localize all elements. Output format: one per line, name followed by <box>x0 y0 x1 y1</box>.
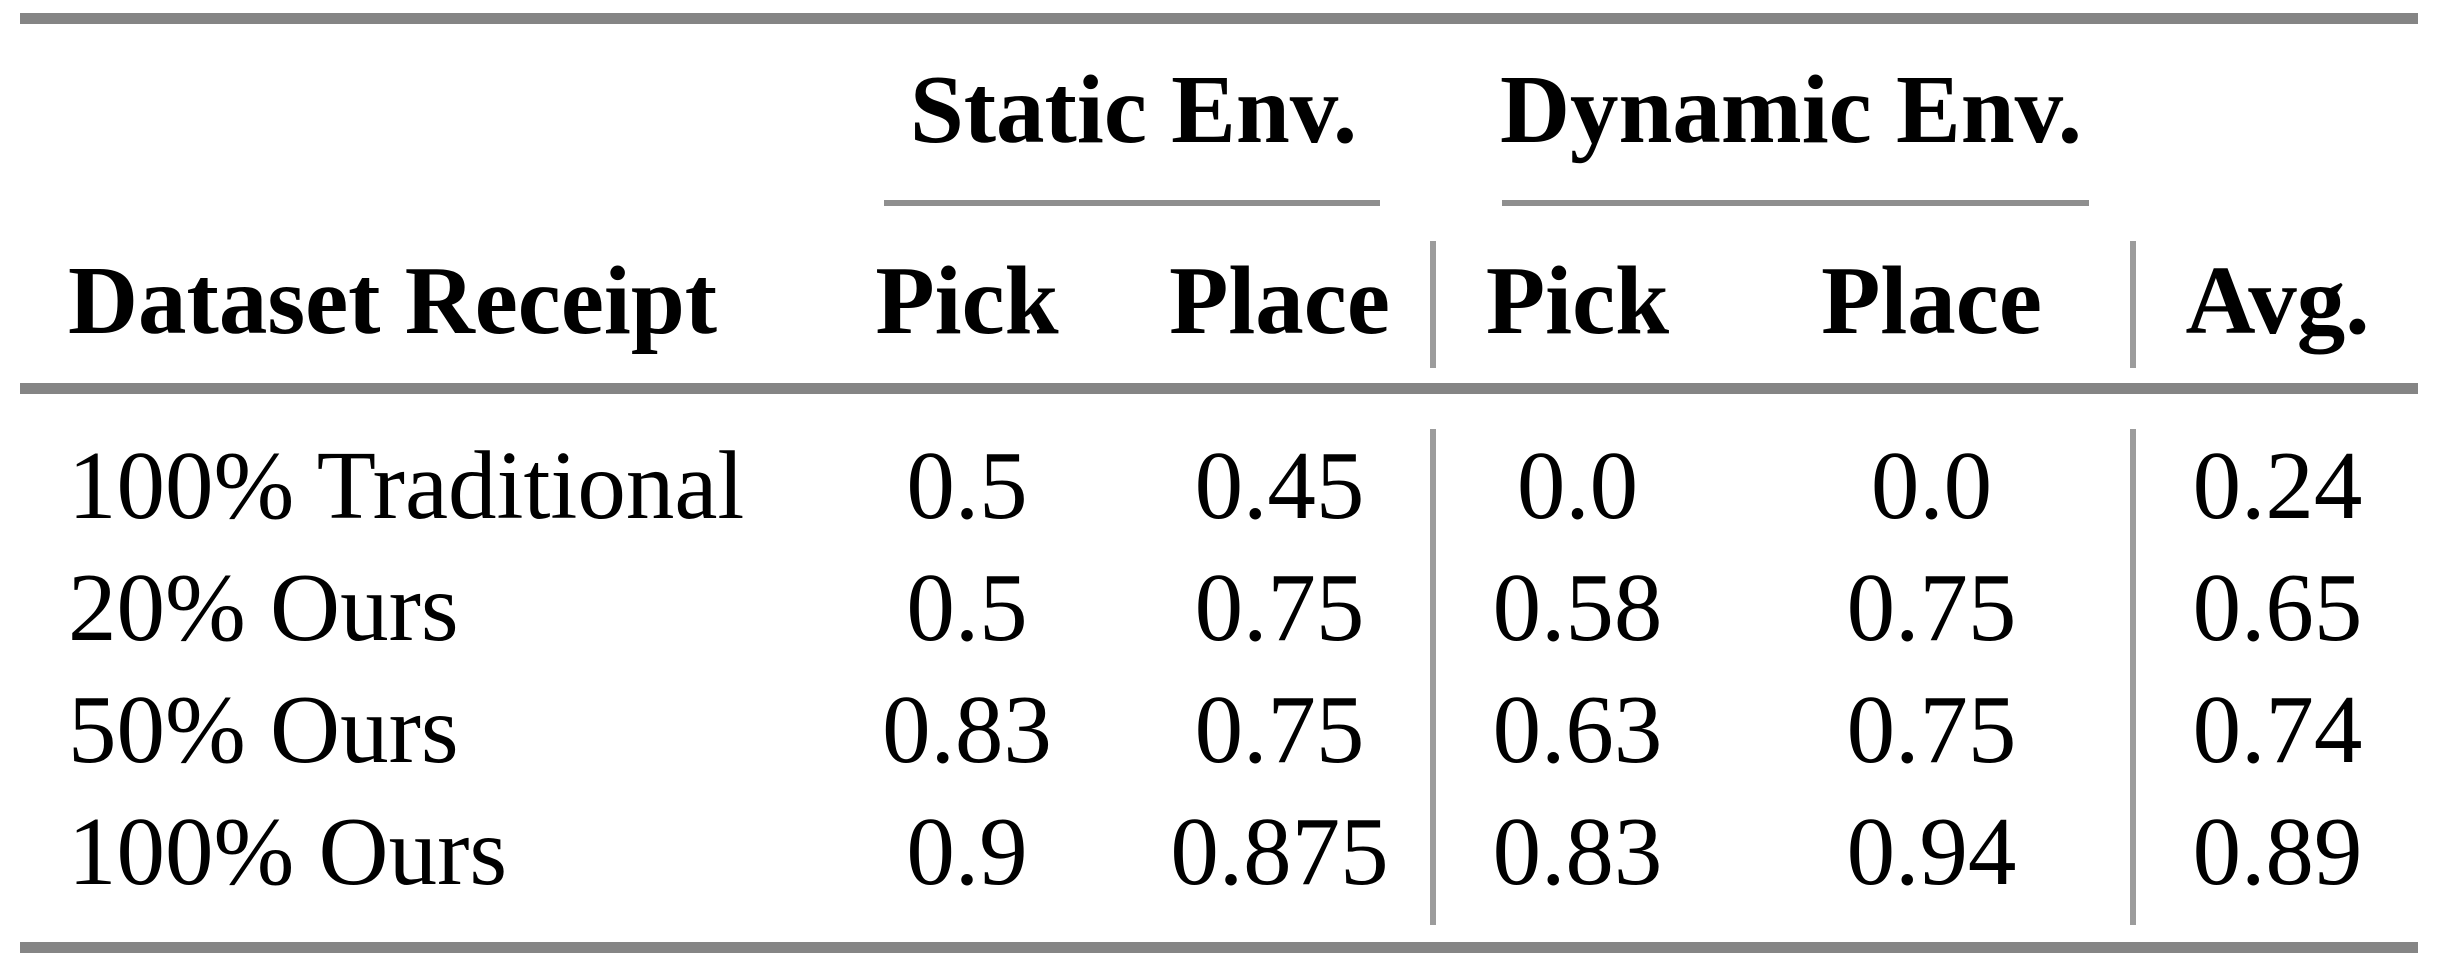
column-header-dynamic-place: Place <box>1821 246 2042 354</box>
cell-dynamic-pick: 0.63 <box>1492 675 1663 783</box>
cell-static-place: 0.75 <box>1194 675 1365 783</box>
cell-static-pick: 0.83 <box>882 675 1052 783</box>
column-header-dynamic-pick: Pick <box>1485 246 1670 354</box>
row-label: 20% Ours <box>68 553 459 661</box>
column-header-row: Dataset Receipt Pick Place Pick Place Av… <box>0 238 2440 362</box>
table-row: 100% Ours 0.9 0.875 0.83 0.94 0.89 <box>0 790 2440 912</box>
header-body-separator-rule <box>20 383 2418 394</box>
cell-dynamic-place: 0.75 <box>1846 675 2017 783</box>
cell-static-place: 0.45 <box>1194 431 1365 539</box>
cell-static-place: 0.875 <box>1170 797 1389 905</box>
cell-static-place: 0.75 <box>1194 553 1365 661</box>
table-row: 20% Ours 0.5 0.75 0.58 0.75 0.65 <box>0 546 2440 668</box>
row-label: 100% Traditional <box>68 431 745 539</box>
table-row: 50% Ours 0.83 0.75 0.63 0.75 0.74 <box>0 668 2440 790</box>
column-header-static-place: Place <box>1169 246 1390 354</box>
vertical-rule-static-dynamic-header <box>1430 241 1436 368</box>
cell-static-pick: 0.5 <box>906 553 1028 661</box>
dynamic-env-underline <box>1502 200 2089 206</box>
group-header-spacer <box>0 48 864 170</box>
cell-dynamic-place: 0.75 <box>1846 553 2017 661</box>
cell-dynamic-place: 0.94 <box>1846 797 2017 905</box>
column-header-avg: Avg. <box>2185 246 2370 354</box>
cell-dynamic-pick: 0.0 <box>1516 431 1639 539</box>
table-row: 100% Traditional 0.5 0.45 0.0 0.0 0.24 <box>0 424 2440 546</box>
cell-static-pick: 0.5 <box>906 431 1028 539</box>
vertical-rule-dynamic-avg-header <box>2130 241 2136 368</box>
row-label: 50% Ours <box>68 675 459 783</box>
row-label: 100% Ours <box>68 797 508 905</box>
cell-avg: 0.65 <box>2192 553 2363 661</box>
cell-avg: 0.24 <box>2192 431 2363 539</box>
cell-dynamic-pick: 0.83 <box>1492 797 1663 905</box>
cell-dynamic-pick: 0.58 <box>1492 553 1663 661</box>
static-env-underline <box>884 200 1380 206</box>
group-header-spacer-right <box>2133 48 2440 170</box>
column-header-static-pick: Pick <box>875 246 1059 354</box>
top-rule <box>20 13 2418 24</box>
column-group-header-row: Static Env. Dynamic Env. <box>0 48 2440 170</box>
group-header-static-env: Static Env. <box>909 55 1358 163</box>
vertical-rule-dynamic-avg-body <box>2130 429 2136 925</box>
cell-dynamic-place: 0.0 <box>1870 431 1993 539</box>
column-header-dataset-receipt: Dataset Receipt <box>68 246 718 354</box>
group-header-dynamic-env: Dynamic Env. <box>1499 55 2083 163</box>
cell-avg: 0.89 <box>2192 797 2363 905</box>
cell-static-pick: 0.9 <box>906 797 1028 905</box>
cell-avg: 0.74 <box>2192 675 2363 783</box>
vertical-rule-static-dynamic-body <box>1430 429 1436 925</box>
bottom-rule <box>20 942 2418 953</box>
